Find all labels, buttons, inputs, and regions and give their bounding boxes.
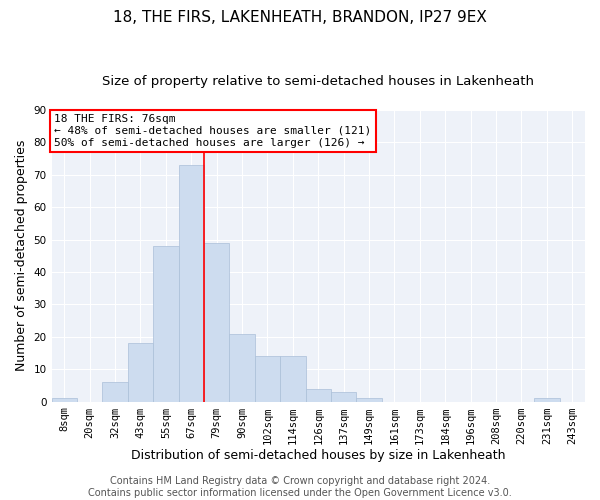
Bar — [305, 388, 331, 402]
Bar — [128, 344, 153, 402]
X-axis label: Distribution of semi-detached houses by size in Lakenheath: Distribution of semi-detached houses by … — [131, 450, 506, 462]
Bar — [204, 243, 229, 402]
Title: Size of property relative to semi-detached houses in Lakenheath: Size of property relative to semi-detach… — [102, 75, 534, 88]
Bar — [179, 165, 204, 402]
Bar — [331, 392, 356, 402]
Bar — [280, 356, 305, 402]
Bar — [52, 398, 77, 402]
Bar — [103, 382, 128, 402]
Bar — [153, 246, 179, 402]
Bar — [534, 398, 560, 402]
Bar — [229, 334, 255, 402]
Text: 18 THE FIRS: 76sqm
← 48% of semi-detached houses are smaller (121)
50% of semi-d: 18 THE FIRS: 76sqm ← 48% of semi-detache… — [54, 114, 371, 148]
Y-axis label: Number of semi-detached properties: Number of semi-detached properties — [15, 140, 28, 372]
Bar — [255, 356, 280, 402]
Bar — [356, 398, 382, 402]
Text: Contains HM Land Registry data © Crown copyright and database right 2024.
Contai: Contains HM Land Registry data © Crown c… — [88, 476, 512, 498]
Text: 18, THE FIRS, LAKENHEATH, BRANDON, IP27 9EX: 18, THE FIRS, LAKENHEATH, BRANDON, IP27 … — [113, 10, 487, 25]
